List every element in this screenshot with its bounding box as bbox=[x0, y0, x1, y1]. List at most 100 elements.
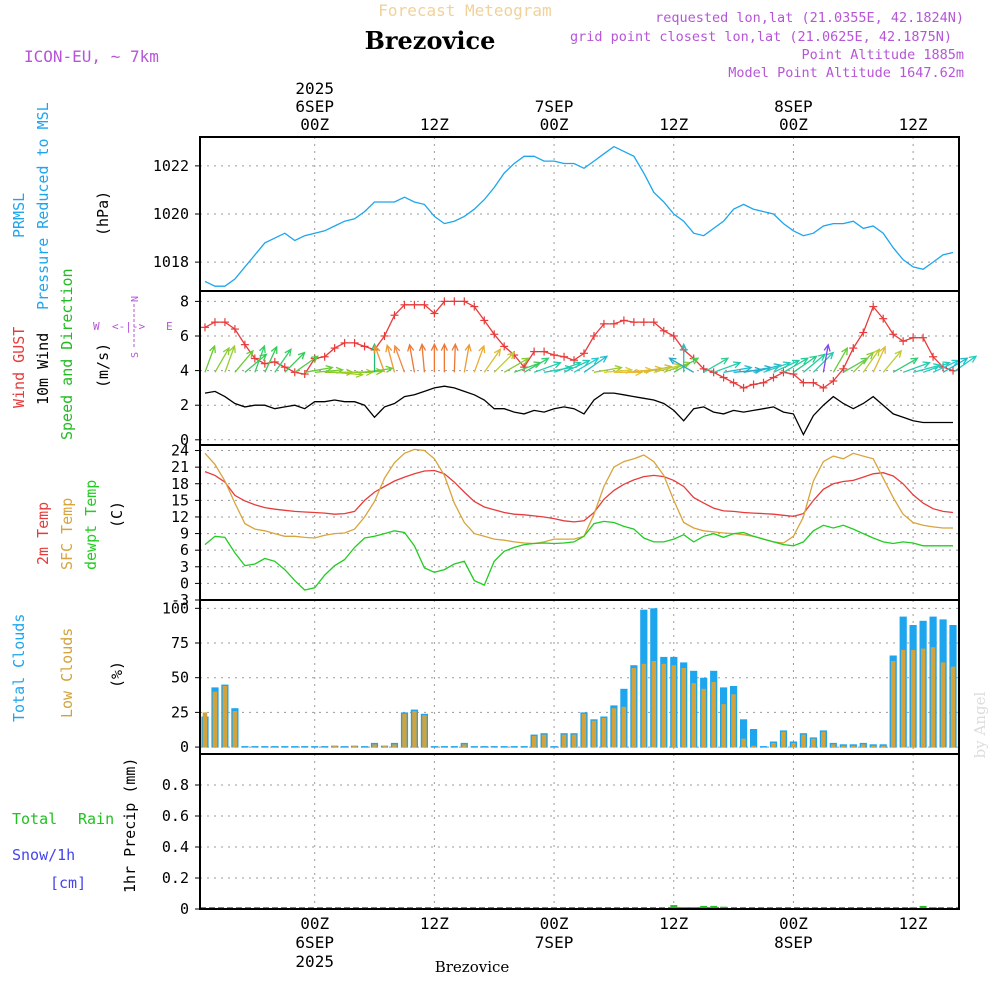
top-time-label: 00Z bbox=[300, 115, 329, 134]
wind-arrow-head bbox=[258, 344, 266, 354]
snow-label: Snow/1h bbox=[12, 846, 75, 864]
compass-north: N bbox=[130, 296, 141, 302]
wind-arrow bbox=[892, 357, 918, 373]
low-cloud-bar bbox=[950, 666, 956, 748]
rain-bar bbox=[710, 905, 718, 909]
wind-arrow-head bbox=[430, 342, 438, 351]
wind-unit: (m/s) bbox=[94, 343, 112, 388]
y-tick-label: 1020 bbox=[153, 205, 189, 223]
precip-unit: 1hr Precip (mm) bbox=[121, 758, 139, 893]
low-cloud-bar bbox=[581, 713, 587, 748]
low-cloud-bar bbox=[571, 734, 577, 748]
wind-arrow bbox=[643, 365, 672, 373]
low-cloud-bar bbox=[611, 708, 617, 748]
y-tick-label: 21 bbox=[171, 458, 189, 476]
y-tick-label: 1022 bbox=[153, 157, 189, 175]
low-cloud-bar bbox=[412, 711, 417, 748]
total-cloud-bar bbox=[510, 746, 518, 748]
low-cloud-bar bbox=[641, 663, 647, 748]
header-subtitle: Forecast Meteogram bbox=[378, 1, 551, 20]
wind-arrow bbox=[793, 355, 817, 373]
total-cloud-bar bbox=[480, 746, 488, 748]
wind-arrow bbox=[553, 362, 581, 373]
low-cloud-bar bbox=[202, 712, 208, 748]
wind-arrow bbox=[493, 352, 515, 373]
pressure-panel: 1018 1020 1022 bbox=[153, 136, 960, 292]
low-cloud-bar bbox=[701, 688, 706, 748]
wind-arrow bbox=[912, 364, 941, 373]
wind-arrow bbox=[783, 357, 809, 373]
bottom-time-label: 2025 bbox=[295, 952, 334, 971]
total-cloud-bar bbox=[500, 746, 508, 748]
wind-arrow bbox=[204, 345, 216, 373]
wind-arrow bbox=[224, 345, 236, 373]
total-cloud-bar bbox=[520, 746, 528, 748]
wind-arrow-head bbox=[553, 361, 562, 369]
top-time-label: 7SEP bbox=[535, 97, 574, 116]
bottom-time-label: 00Z bbox=[300, 914, 329, 933]
wind-arrow bbox=[852, 352, 874, 373]
wind-arrow bbox=[872, 346, 886, 373]
low-cloud-bar bbox=[751, 745, 756, 748]
temp-label: 2m Temp bbox=[34, 502, 52, 565]
low-cloud-bar bbox=[920, 648, 926, 748]
compass-east: E bbox=[166, 320, 173, 333]
total-cloud-bar bbox=[750, 729, 758, 748]
y-tick-label: 3 bbox=[180, 558, 189, 576]
wind-arrow bbox=[563, 359, 590, 373]
wind-arrow bbox=[386, 345, 396, 373]
bottom-time-label: 00Z bbox=[540, 914, 569, 933]
top-time-label: 6SEP bbox=[295, 97, 334, 116]
wind-arrow bbox=[264, 346, 278, 373]
wind-arrow-head bbox=[809, 355, 818, 363]
y-tick-label: 24 bbox=[171, 442, 189, 460]
low-cloud-bar bbox=[910, 649, 916, 748]
low-cloud-bar bbox=[352, 745, 357, 748]
low-cloud-bar bbox=[831, 744, 836, 748]
wind-arrow-head bbox=[407, 343, 415, 352]
wind-arrow bbox=[922, 362, 950, 373]
bottom-time-label: 00Z bbox=[779, 914, 808, 933]
wind-arrow bbox=[932, 359, 959, 373]
low-cloud-bar bbox=[462, 744, 467, 748]
top-time-label: 12Z bbox=[659, 115, 688, 134]
top-time-label: 8SEP bbox=[774, 97, 813, 116]
wind-arrow-head bbox=[521, 357, 530, 365]
wind-arrow-head bbox=[418, 342, 427, 352]
wind-arrow-head bbox=[791, 359, 801, 367]
total-cloud-bar bbox=[241, 746, 249, 748]
pressure-unit: (hPa) bbox=[94, 191, 112, 236]
wind-arrow bbox=[364, 367, 393, 373]
wind-arrow-head bbox=[464, 343, 472, 352]
total-cloud-bar bbox=[450, 746, 458, 748]
watermark: by Angel bbox=[971, 691, 989, 758]
series-line-dewpt-temp bbox=[204, 520, 953, 591]
wind-arrow-head bbox=[209, 344, 216, 354]
wind-arrow-head bbox=[599, 355, 609, 363]
wind-arrow-head bbox=[960, 357, 969, 365]
header-model: ICON-EU, ~ 7km bbox=[24, 47, 159, 66]
wind-arrow-head bbox=[841, 346, 849, 356]
top-time-label: 12Z bbox=[899, 115, 928, 134]
wind-arrow bbox=[573, 357, 599, 373]
y-tick-label: 0.6 bbox=[162, 807, 189, 825]
wind-arrow-head bbox=[310, 355, 319, 363]
wind-arrow bbox=[723, 366, 752, 373]
wind-arrow-head bbox=[872, 348, 881, 357]
low-clouds-label: Low Clouds bbox=[58, 628, 76, 718]
wind-arrow-head bbox=[894, 349, 903, 358]
wind-arrow-head bbox=[385, 343, 393, 353]
header-requested: requested lon,lat (21.0355E, 42.1824N) bbox=[655, 10, 964, 26]
total-rain-label: Total bbox=[12, 810, 57, 828]
low-cloud-bar bbox=[821, 731, 826, 748]
wind-arrow-head bbox=[493, 348, 502, 357]
wind-arrow-head bbox=[968, 355, 978, 363]
clouds-panel: 0 25 50 75 100 bbox=[162, 599, 960, 756]
rain-bar bbox=[919, 905, 927, 909]
total-cloud-bar bbox=[301, 746, 309, 748]
wind-arrow bbox=[394, 345, 406, 373]
y-tick-label: 0 bbox=[180, 431, 189, 449]
wind-arrow-head bbox=[817, 353, 827, 361]
wind-arrow-head bbox=[259, 353, 268, 361]
